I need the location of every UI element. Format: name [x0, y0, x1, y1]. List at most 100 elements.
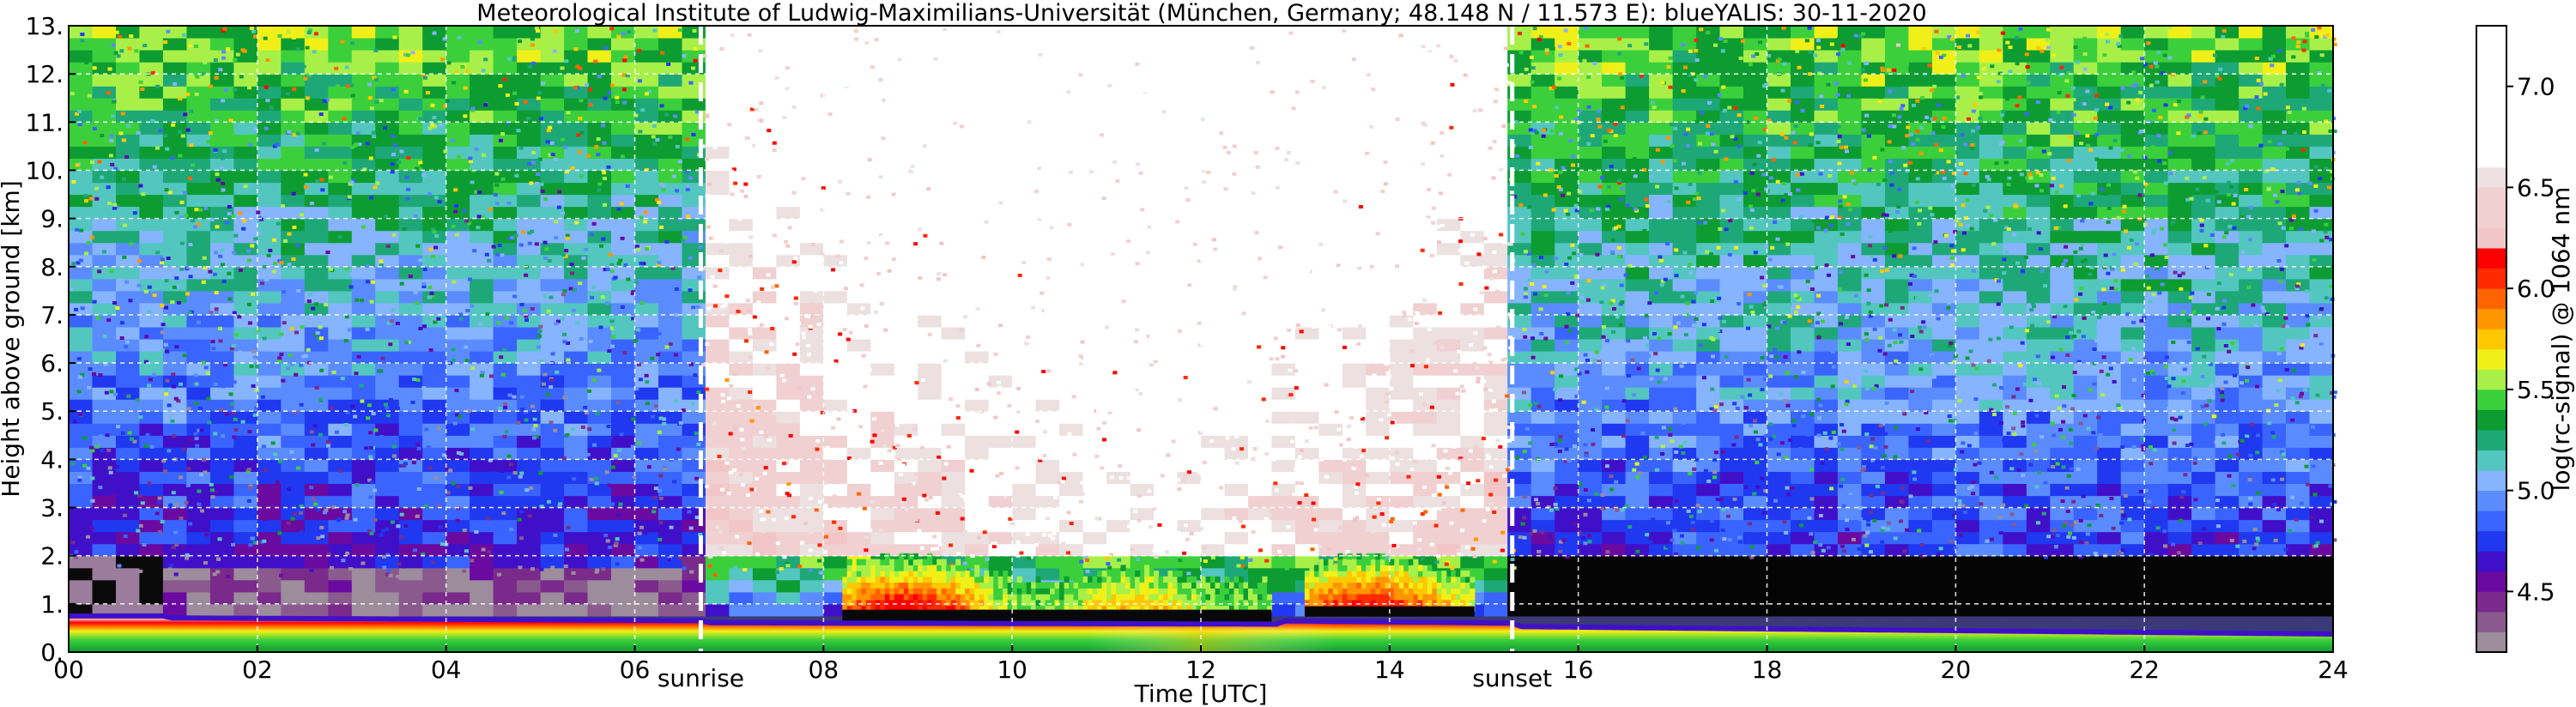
heatmap-cell [870, 98, 895, 111]
heatmap-cell [281, 471, 306, 484]
heatmap-cell [1436, 206, 1461, 220]
heatmap-cell [682, 495, 706, 509]
heatmap-cell [1271, 579, 1296, 593]
heatmap-cell [540, 122, 565, 135]
heatmap-cell [2097, 62, 2122, 75]
heatmap-cell [823, 435, 848, 448]
heatmap-cell [2215, 254, 2240, 268]
heatmap-cell [1389, 363, 1414, 376]
heatmap-cell [2167, 86, 2192, 99]
heatmap-cell [729, 519, 754, 533]
heatmap-cell [375, 339, 400, 352]
heatmap-cell [776, 158, 801, 171]
heatmap-cell [941, 411, 966, 424]
heatmap-cell [257, 339, 282, 352]
heatmap-cell [1366, 146, 1391, 159]
heatmap-cell [233, 531, 258, 545]
heatmap-cell [1460, 435, 1485, 448]
heatmap-cell [988, 158, 1013, 171]
heatmap-cell [139, 471, 164, 484]
heatmap-cell [1814, 158, 1839, 171]
heatmap-cell [1649, 146, 1674, 159]
heatmap-cell [1082, 471, 1107, 484]
heatmap-cell [1460, 194, 1485, 208]
heatmap-cell [1154, 302, 1179, 316]
heatmap-cell [186, 387, 211, 400]
heatmap-cell [2191, 266, 2216, 280]
heatmap-cell [1035, 134, 1060, 147]
heatmap-cell [752, 531, 777, 545]
heatmap-cell [139, 86, 164, 99]
heatmap-cell [328, 158, 353, 171]
heatmap-cell [965, 62, 990, 75]
speckle [112, 301, 117, 305]
heatmap-cell [257, 74, 282, 87]
heatmap-cell [139, 339, 164, 352]
heatmap-cell [799, 74, 824, 87]
heatmap-cell [1318, 170, 1343, 184]
heatmap-cell [611, 278, 636, 292]
heatmap-cell [69, 50, 94, 63]
heatmap-cell [1696, 411, 1721, 424]
heatmap-cell [1271, 483, 1296, 497]
heatmap-cell [823, 86, 848, 99]
speckle [1985, 175, 1990, 178]
heatmap-cell [1672, 230, 1697, 244]
heatmap-cell [776, 567, 801, 581]
heatmap-cell [2262, 290, 2287, 304]
heatmap-cell [540, 74, 565, 87]
heatmap-cell [2003, 254, 2027, 268]
heatmap-cell [1059, 339, 1084, 352]
heatmap-cell [1884, 375, 1909, 388]
heatmap-cell [2097, 26, 2122, 39]
heatmap-cell [1767, 459, 1791, 472]
heatmap-cell [1649, 230, 1674, 244]
heatmap-cell [752, 302, 777, 316]
speckle [416, 487, 421, 491]
heatmap-cell [2167, 218, 2192, 232]
heatmap-cell [233, 363, 258, 376]
heatmap-cell [1012, 278, 1037, 292]
speckle [2248, 124, 2253, 129]
heatmap-cell [1318, 290, 1343, 304]
heatmap-cell [2239, 122, 2264, 135]
speckle [2094, 94, 2100, 98]
heatmap-cell [1908, 423, 1933, 436]
heatmap-cell [799, 531, 824, 545]
heatmap-cell [281, 26, 306, 39]
heatmap-cell [328, 327, 353, 340]
heatmap-cell [705, 254, 730, 268]
heatmap-cell [1649, 26, 1674, 39]
heatmap-cell [1696, 327, 1721, 340]
heatmap-cell [1318, 351, 1343, 364]
heatmap-cell [2239, 38, 2264, 51]
heatmap-cell [540, 603, 565, 617]
heatmap-cell [918, 170, 943, 184]
heatmap-cell [281, 206, 306, 220]
heatmap-cell [729, 603, 754, 617]
heatmap-cell [870, 290, 895, 304]
heatmap-cell [1035, 206, 1060, 220]
heatmap-cell [470, 194, 494, 208]
heatmap-cell [1342, 351, 1367, 364]
heatmap-cell [281, 411, 306, 424]
heatmap-cell [162, 471, 187, 484]
heatmap-cell [351, 387, 376, 400]
heatmap-cell [1931, 567, 1956, 581]
heatmap-cell [2191, 50, 2216, 63]
heatmap-cell [729, 74, 754, 87]
speckle [1882, 246, 1888, 251]
heatmap-cell [564, 206, 589, 220]
heatmap-cell [1908, 38, 1933, 51]
heatmap-cell [658, 170, 683, 184]
heatmap-cell [1955, 74, 1980, 87]
heatmap-cell [1979, 423, 2003, 436]
speckle [1422, 237, 1427, 241]
heatmap-cell [1413, 531, 1438, 545]
heatmap-cell [517, 278, 542, 292]
heatmap-cell [1578, 519, 1603, 533]
heatmap-cell [92, 507, 117, 521]
heatmap-cell [2120, 254, 2145, 268]
heatmap-cell [328, 170, 353, 184]
heatmap-cell [281, 110, 306, 123]
